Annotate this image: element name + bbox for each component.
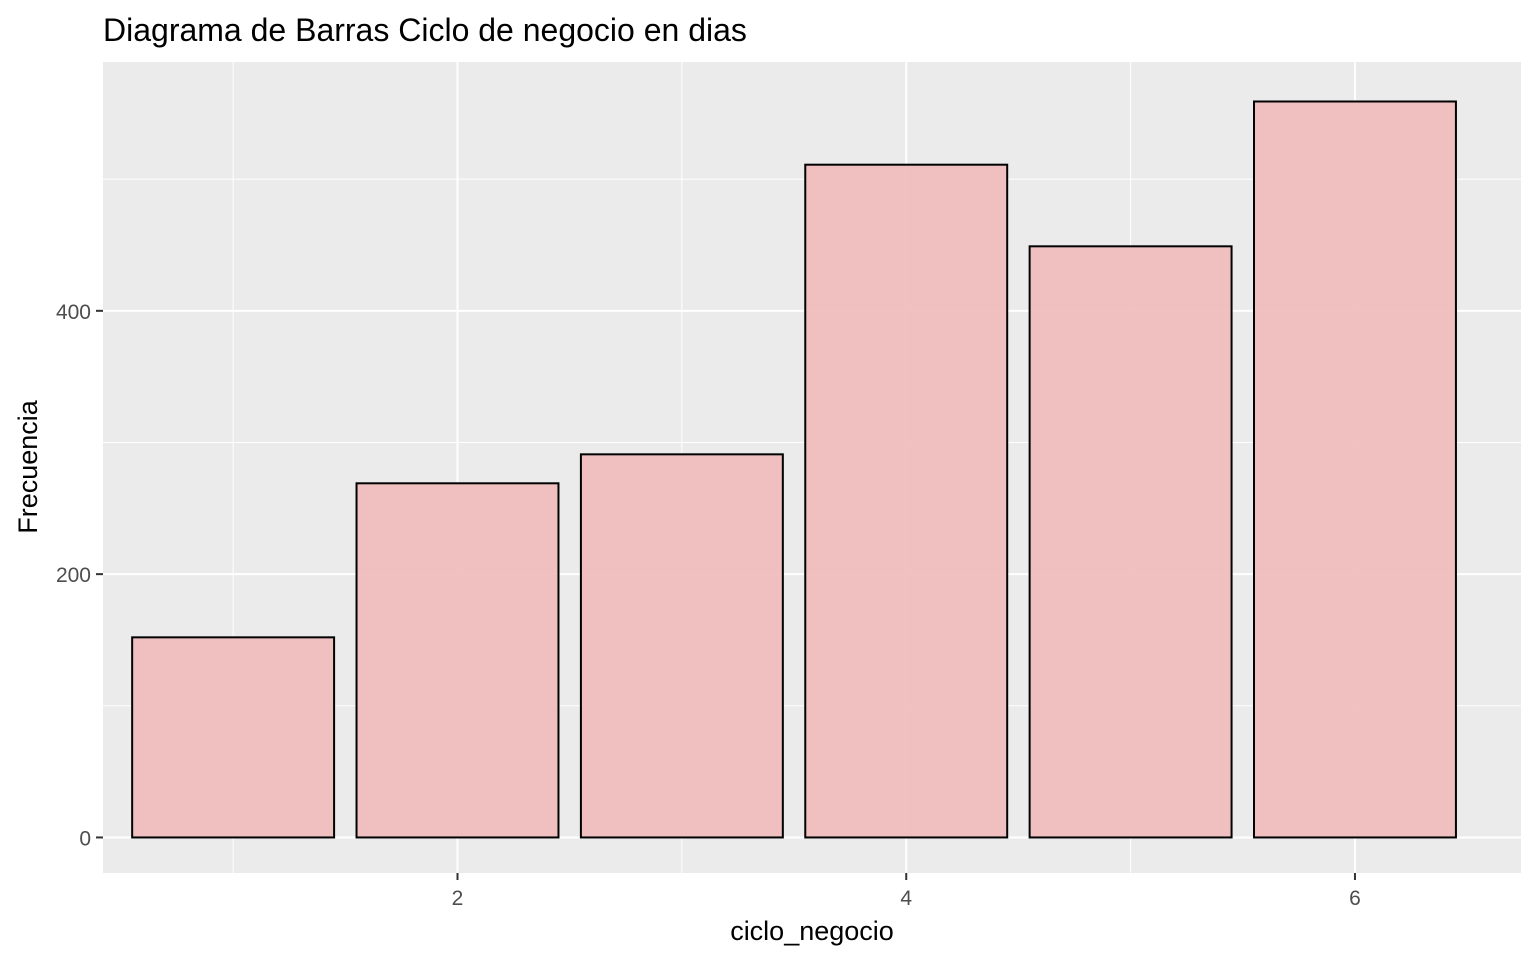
x-axis-title: ciclo_negocio: [730, 916, 894, 946]
bar-1: [131, 636, 336, 839]
bar-3: [579, 453, 784, 839]
y-tick-label: 200: [56, 564, 91, 587]
x-tick-label: 4: [900, 887, 912, 910]
chart-title: Diagrama de Barras Ciclo de negocio en d…: [103, 12, 747, 48]
bar-2: [355, 482, 560, 839]
x-axis: 2 4 6: [452, 873, 1361, 910]
bar-4: [804, 163, 1009, 839]
y-axis-title: Frecuencia: [13, 399, 43, 534]
y-tick-label: 400: [56, 301, 91, 324]
bars: [131, 100, 1457, 839]
x-tick-label: 2: [452, 887, 464, 910]
bar-6: [1253, 100, 1457, 839]
x-tick-label: 6: [1349, 887, 1361, 910]
y-axis: 0 200 400: [56, 301, 103, 850]
y-tick-label: 0: [79, 827, 91, 850]
bar-5: [1028, 245, 1233, 839]
